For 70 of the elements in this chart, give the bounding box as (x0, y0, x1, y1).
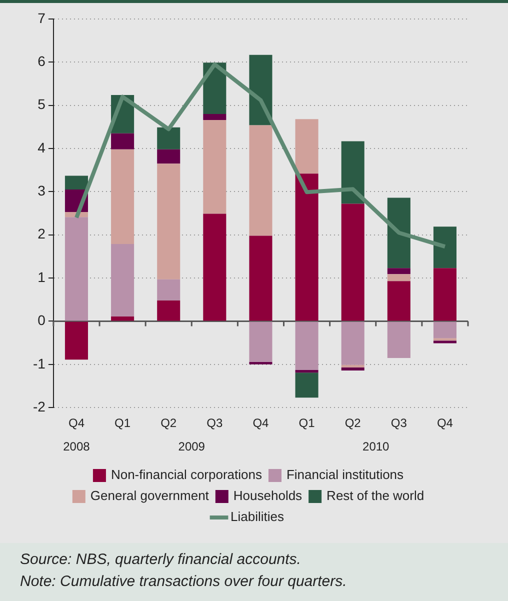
legend-label: Households (233, 488, 303, 504)
bar (341, 141, 364, 204)
bar (157, 149, 180, 164)
legend-label: Liabilities (230, 509, 284, 524)
bar (387, 281, 410, 321)
bar (111, 244, 134, 316)
bar (387, 198, 410, 268)
text: 2010 (362, 439, 390, 454)
text: 2009 (178, 439, 206, 454)
bar (341, 322, 364, 365)
bar (433, 268, 456, 321)
y-tick-label: 1 (38, 268, 46, 285)
source-note: Source: NBS, quarterly financial accounts. (20, 550, 302, 570)
bar (341, 367, 364, 370)
y-tick-label: 2 (38, 226, 46, 242)
bar (295, 322, 318, 370)
bar (341, 364, 364, 368)
x-tick-label: Q2 (160, 416, 177, 430)
bar (111, 316, 134, 321)
bar (433, 340, 456, 344)
bar (157, 300, 180, 321)
x-tick-label: Q4 (252, 416, 270, 430)
bar (157, 279, 180, 301)
bar (203, 214, 226, 321)
bar (111, 149, 134, 244)
y-tick-label: 4 (38, 139, 46, 156)
y-tick-label: -2 (32, 398, 46, 414)
bar (387, 322, 410, 358)
y-tick-label: 0 (38, 312, 46, 328)
legend-label: Non-financial corporations (110, 467, 262, 482)
bar (157, 127, 180, 150)
x-tick-label: Q3 (206, 416, 223, 430)
bar (387, 274, 410, 282)
bar (295, 119, 318, 174)
y-tick-label: 7 (38, 10, 46, 26)
bar (249, 125, 272, 236)
bar (64, 322, 88, 360)
legend-label: General government (90, 488, 210, 504)
bar (433, 322, 456, 338)
bar (64, 176, 88, 190)
bar (249, 362, 272, 364)
x-tick-label: Q4 (68, 416, 85, 430)
text: 2008 (63, 439, 90, 454)
bar (64, 217, 88, 321)
bar (387, 268, 410, 274)
y-tick-label: -1 (32, 355, 46, 372)
bar (249, 54, 272, 126)
x-tick-label: Q1 (298, 416, 316, 430)
x-tick-label: Q3 (390, 416, 408, 430)
bar (203, 120, 226, 214)
bar (433, 226, 456, 268)
bar (433, 338, 456, 341)
bar (341, 204, 364, 321)
legend-label: Financial institutions (286, 467, 404, 482)
x-tick-label: Q1 (114, 416, 131, 430)
bar (295, 370, 318, 373)
bar (249, 322, 272, 362)
y-tick-label: 6 (38, 53, 46, 70)
x-tick-label: Q2 (344, 416, 362, 430)
x-tick-label: Q4 (436, 416, 454, 430)
bar (295, 372, 318, 398)
y-tick-label: 3 (38, 182, 46, 199)
bar (249, 236, 272, 321)
bar (295, 174, 318, 321)
legend-label: Rest of the world (326, 488, 424, 504)
bar (111, 133, 134, 150)
bar (203, 114, 226, 120)
bar (157, 164, 180, 280)
y-tick-label: 5 (38, 96, 46, 112)
text: Note: Cumulative transactions over four quarters. (20, 572, 348, 592)
